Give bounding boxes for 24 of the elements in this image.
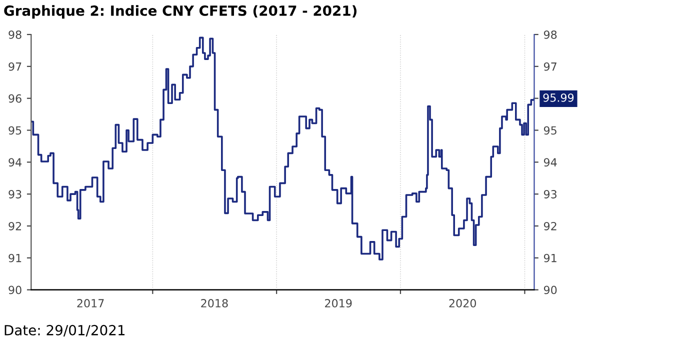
text: Date: 29/01/2021 xyxy=(4,324,125,336)
x-tick-label: 2017 xyxy=(77,299,104,308)
y-tick-label: 96 xyxy=(8,94,22,103)
y2-tick-label: 91 xyxy=(544,254,556,262)
y2-tick-label: 98 xyxy=(544,30,557,39)
y2-tick-label: 93 xyxy=(544,190,556,198)
y-tick-label: 95 xyxy=(8,126,22,135)
y-tick-label: 91 xyxy=(8,254,22,262)
y-tick-label: 90 xyxy=(8,286,22,294)
annotation: 95.99 xyxy=(543,93,574,102)
chart-title: Graphique 2: Indice CNY CFETS (2017 - 2021) xyxy=(4,5,356,19)
y-tick-label: 97 xyxy=(8,62,22,71)
y2-tick-label: 97 xyxy=(544,62,556,71)
y2-tick-label: 94 xyxy=(544,158,557,167)
x-tick-label: 2018 xyxy=(201,299,228,308)
y-tick-label: 98 xyxy=(8,30,22,39)
y2-tick-label: 92 xyxy=(544,222,556,230)
y-tick-label: 93 xyxy=(8,190,22,198)
y2-tick-label: 90 xyxy=(544,286,557,294)
x-tick-label: 2019 xyxy=(325,299,352,308)
y-tick-label: 92 xyxy=(8,222,21,230)
x-tick-label: 2020 xyxy=(449,299,476,308)
y-tick-label: 94 xyxy=(8,158,22,167)
y2-tick-label: 95 xyxy=(544,126,556,135)
